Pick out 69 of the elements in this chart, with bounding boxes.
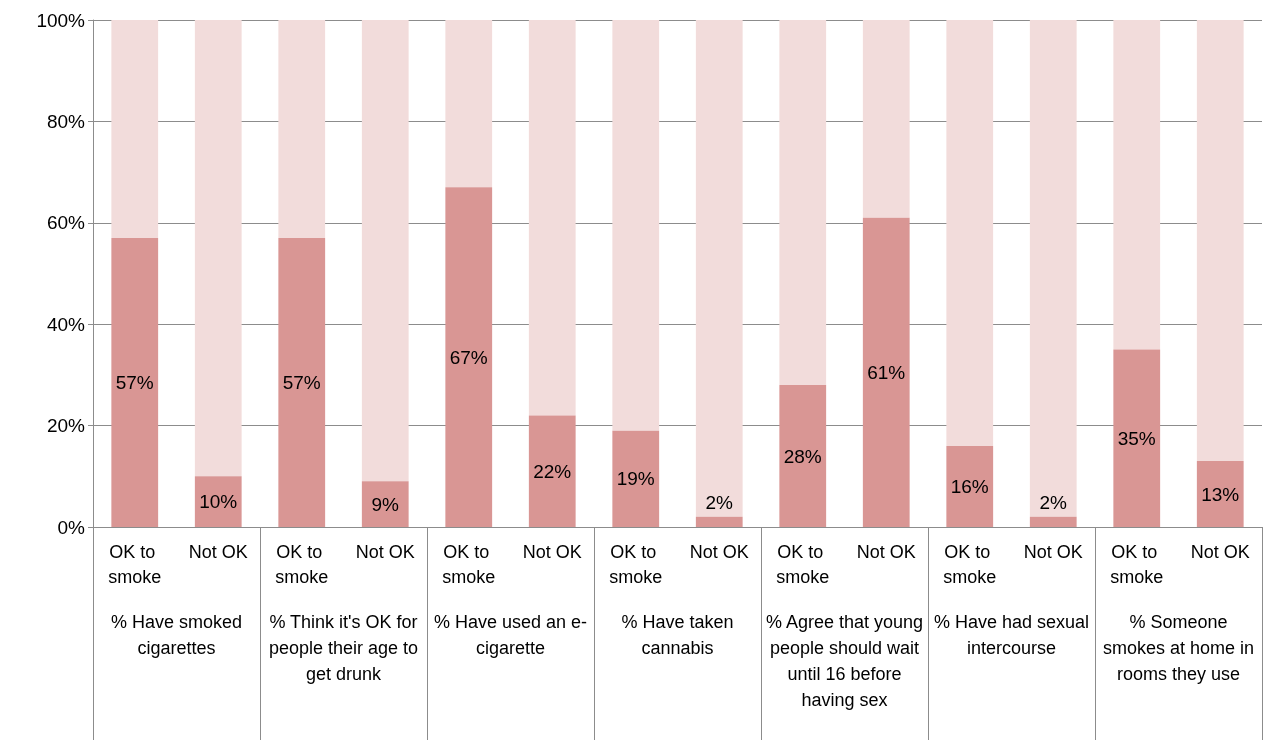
x-tick-label: OK to smoke — [275, 541, 329, 587]
data-label: 13% — [1201, 483, 1240, 505]
x-tick-label: OK to smoke — [609, 541, 663, 587]
data-label: 57% — [115, 372, 154, 394]
x-tick-label: OK to smoke — [776, 541, 830, 587]
x-tick-label: OK to smoke — [108, 541, 162, 587]
text: % Think it's OK for people their age to get drunk — [267, 611, 420, 686]
bar — [1029, 20, 1077, 517]
text: % Have used an e-cigarette — [432, 611, 589, 660]
bar — [695, 516, 743, 527]
y-tick-label: 0% — [57, 516, 86, 538]
bar — [445, 187, 493, 527]
bar — [779, 385, 827, 527]
data-label: 19% — [616, 468, 655, 490]
y-tick-label: 20% — [46, 415, 86, 437]
bar — [1196, 461, 1244, 527]
bar — [528, 415, 576, 527]
bar — [779, 20, 827, 386]
y-tick-label: 80% — [46, 110, 86, 132]
bar — [862, 20, 910, 218]
y-tick-label: 100% — [36, 9, 86, 31]
data-label: 28% — [783, 445, 822, 467]
data-label: 16% — [950, 475, 989, 497]
data-label: 61% — [867, 361, 906, 383]
text: % Someone smokes at home in rooms they use — [1101, 611, 1256, 686]
data-label: 35% — [1117, 427, 1156, 449]
bar — [1113, 349, 1161, 527]
data-label: 67% — [449, 346, 488, 368]
x-tick-label: OK to smoke — [943, 541, 997, 587]
bar — [946, 20, 994, 446]
bar — [361, 20, 409, 482]
x-tick-label: Not OK — [1190, 541, 1250, 562]
x-tick-label: OK to smoke — [442, 541, 496, 587]
text: % Have had sexual intercourse — [932, 611, 1091, 660]
bar — [528, 20, 576, 416]
x-tick-label: Not OK — [355, 541, 415, 562]
x-tick-label: Not OK — [856, 541, 916, 562]
bar — [862, 217, 910, 527]
bar — [278, 20, 326, 239]
x-tick-label: Not OK — [1023, 541, 1083, 562]
x-tick-label: Not OK — [689, 541, 749, 562]
x-tick-label: OK to smoke — [1110, 541, 1164, 587]
bar — [111, 20, 159, 239]
bar — [361, 481, 409, 527]
bar — [695, 20, 743, 517]
bar — [194, 20, 242, 477]
bar — [612, 430, 660, 527]
data-label: 10% — [199, 491, 238, 513]
bar — [1196, 20, 1244, 462]
data-label: 2% — [1039, 491, 1068, 513]
data-label: 2% — [705, 491, 734, 513]
text: % Have taken cannabis — [620, 611, 735, 660]
y-tick-label: 40% — [46, 313, 86, 335]
bar — [278, 238, 326, 527]
y-tick-label: 60% — [46, 212, 86, 234]
x-tick-label: Not OK — [188, 541, 248, 562]
bar — [1029, 516, 1077, 527]
text: % Agree that young people should wait until 16 before having sex — [764, 611, 925, 712]
data-label: 9% — [371, 493, 400, 515]
bar — [111, 238, 159, 527]
x-tick-label: Not OK — [522, 541, 582, 562]
data-label: 22% — [533, 460, 572, 482]
bar — [445, 20, 493, 188]
bar — [194, 476, 242, 527]
bar — [946, 445, 994, 527]
bar — [612, 20, 660, 431]
data-label: 57% — [282, 372, 321, 394]
bar — [1113, 20, 1161, 350]
text: % Have smoked cigarettes — [109, 611, 244, 660]
